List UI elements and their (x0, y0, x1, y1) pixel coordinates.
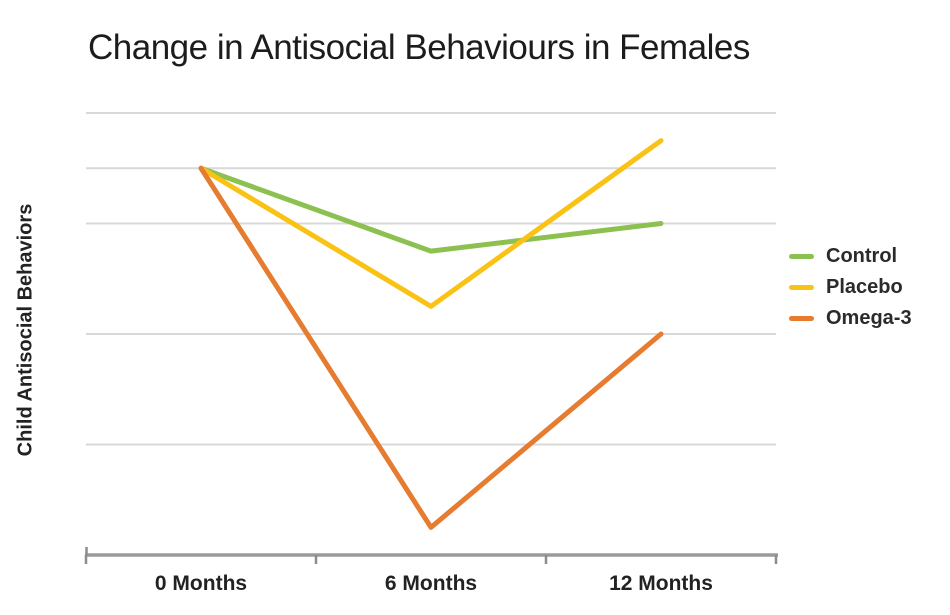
legend-item-control: Control (789, 241, 912, 272)
x-axis-label-6-months: 6 Months (384, 572, 478, 595)
x-axis-label-12-months: 12 Months (609, 572, 713, 595)
x-axis-label-0-months: 0 Months (154, 572, 248, 595)
placebo-swatch-icon (789, 285, 814, 290)
legend-item-omega-3: Omega-3 (789, 303, 912, 334)
legend-item-placebo: Placebo (789, 272, 912, 303)
series-line-placebo (198, 138, 664, 309)
series-line-control (198, 165, 664, 254)
series-line-omega-3 (198, 165, 664, 530)
legend: Control Placebo Omega-3 (789, 241, 912, 334)
legend-label-control: Control (826, 245, 898, 267)
control-swatch-icon (789, 254, 814, 259)
legend-label-placebo: Placebo (826, 276, 903, 298)
legend-label-omega-3: Omega-3 (826, 307, 912, 329)
chart-title: Change in Antisocial Behaviours in Femal… (88, 28, 750, 67)
omega-3-swatch-icon (789, 316, 814, 321)
